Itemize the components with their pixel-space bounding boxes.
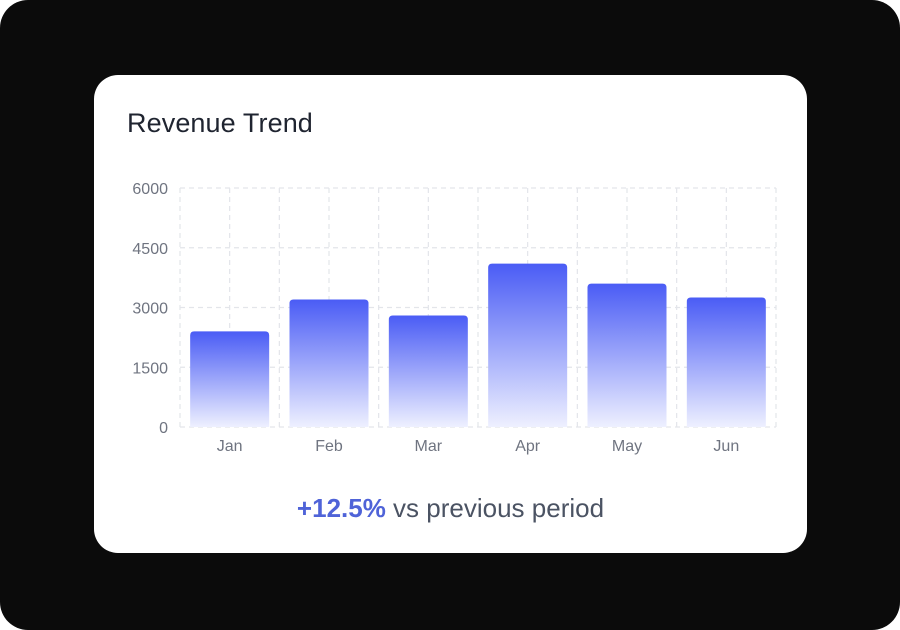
x-tick-label-jan: Jan <box>217 438 243 455</box>
chart-title: Revenue Trend <box>127 108 313 138</box>
y-tick-label-3000: 3000 <box>132 301 168 318</box>
bar-mar <box>388 315 468 427</box>
comparison-summary: +12.5% vs previous period <box>94 493 807 524</box>
bar-chart: 0 1500 3000 4500 6000 Jan Feb Mar Apr May Jun <box>132 181 777 455</box>
x-tick-label-feb: Feb <box>315 438 343 455</box>
bar-jun <box>686 297 766 427</box>
y-tick-label-1500: 1500 <box>132 360 168 377</box>
comparison-label: vs previous period <box>385 493 605 523</box>
bar-jan <box>190 331 270 427</box>
bar-apr <box>488 263 568 427</box>
bar-may <box>587 283 667 427</box>
x-tick-label-mar: Mar <box>415 438 443 455</box>
bar-feb <box>289 299 369 427</box>
revenue-card: 0 1500 3000 4500 6000 Jan Feb Mar Apr May Jun Reve… <box>94 75 807 553</box>
y-tick-label-4500: 4500 <box>132 241 168 258</box>
y-tick-label-0: 0 <box>159 420 168 437</box>
x-tick-label-may: May <box>612 438 642 455</box>
change-percentage: +12.5% <box>296 493 386 523</box>
x-tick-label-apr: Apr <box>515 438 541 455</box>
y-tick-label-6000: 6000 <box>132 181 168 198</box>
x-tick-label-jun: Jun <box>713 438 739 455</box>
